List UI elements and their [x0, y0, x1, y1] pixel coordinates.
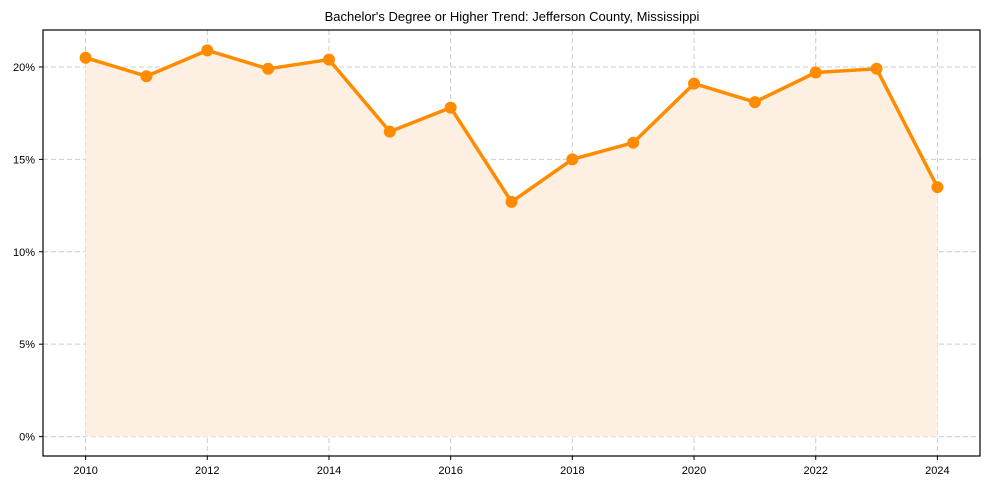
data-point: 2021: 18.1% [748, 96, 761, 109]
chart-title: Bachelor's Degree or Higher Trend: Jeffe… [325, 9, 700, 24]
data-point: 2010: 20.5% [79, 51, 92, 64]
data-point: 2013: 19.9% [262, 62, 275, 75]
y-tick-label: 20% [13, 62, 35, 74]
data-point: 2019: 15.9% [627, 136, 640, 149]
x-tick-label: 2012 [195, 465, 219, 477]
y-tick-label: 5% [19, 339, 35, 351]
data-point: 2023: 19.9% [870, 62, 883, 75]
plot-frame [42, 29, 981, 457]
y-tick-label: 10% [13, 247, 35, 259]
x-tick-label: 2018 [560, 465, 584, 477]
data-point: 2011: 19.5% [140, 70, 153, 83]
x-tick-label: 2016 [438, 465, 462, 477]
data-point: 2016: 17.8% [444, 101, 457, 114]
y-axis: 0% 5% 10% 15% 20% [13, 62, 43, 444]
y-tick-label: 15% [13, 154, 35, 166]
data-point: 2022: 19.7% [809, 66, 822, 79]
x-tick-label: 2024 [925, 465, 949, 477]
x-tick-label: 2022 [803, 465, 827, 477]
data-point: 2020: 19.1% [688, 77, 701, 90]
x-tick-label: 2010 [73, 465, 97, 477]
x-axis: 2010 2012 2014 2016 2018 2020 2022 2024 [73, 456, 950, 477]
y-tick-label: 0% [19, 432, 35, 444]
data-point: 2015: 16.5% [383, 125, 396, 138]
data-point: 2024: 13.5% [931, 181, 944, 194]
data-point: 2017: 12.7% [505, 195, 518, 208]
area-fill [85, 50, 938, 437]
data-point: 2012: 20.9% [201, 44, 214, 57]
data-markers: 2010: 20.5% 2011: 19.5% 2012: 20.9% 2013: 1… [79, 44, 944, 208]
area-fill-path [85, 50, 938, 437]
x-tick-label: 2014 [317, 465, 341, 477]
data-point: 2018: 15% [566, 153, 579, 166]
x-tick-label: 2020 [682, 465, 706, 477]
data-point: 2014: 20.4% [322, 53, 335, 66]
